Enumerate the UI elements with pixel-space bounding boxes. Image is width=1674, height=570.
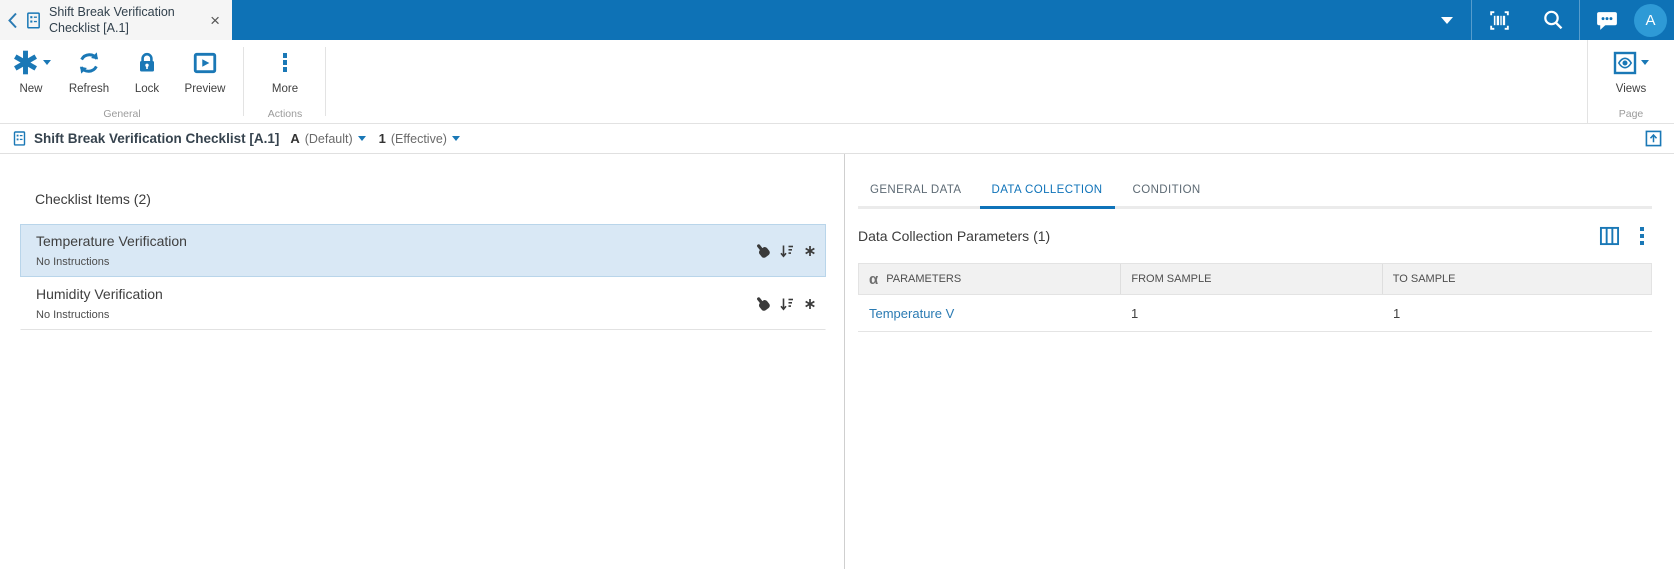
checklist-items-list: Temperature Verification No Instructions xyxy=(20,224,826,330)
collapse-panel-icon[interactable] xyxy=(1645,130,1662,147)
top-bar-actions: A xyxy=(1423,0,1674,40)
top-bar: Shift Break Verification Checklist [A.1]… xyxy=(0,0,1674,40)
back-icon[interactable] xyxy=(7,12,18,29)
lock-button[interactable]: Lock xyxy=(118,47,176,97)
chevron-down-icon xyxy=(42,60,51,65)
toolbar-spacer xyxy=(326,40,1587,123)
chevron-down-icon xyxy=(451,136,460,141)
to-sample-value: 1 xyxy=(1393,305,1401,321)
close-tab-icon[interactable]: × xyxy=(210,10,220,30)
revision-dropdown[interactable]: 1 (Effective) xyxy=(379,131,460,146)
checklist-items-panel: Checklist Items (2) Temperature Verifica… xyxy=(0,154,845,569)
checklist-document-icon xyxy=(25,11,42,30)
item-actions xyxy=(754,296,816,312)
manual-hand-icon[interactable] xyxy=(754,296,770,312)
checklist-document-icon xyxy=(12,130,27,147)
item-subtitle: No Instructions xyxy=(36,256,110,268)
list-item-temperature-verification[interactable]: Temperature Verification No Instructions xyxy=(20,224,826,277)
item-actions xyxy=(754,243,816,259)
toolbar-group-general: New Refresh Lock xyxy=(0,40,244,123)
item-title: Humidity Verification xyxy=(36,286,163,302)
asterisk-icon[interactable] xyxy=(804,298,816,310)
sort-order-icon[interactable] xyxy=(779,296,795,312)
lock-icon xyxy=(135,49,159,76)
table-row[interactable]: Temperature V 1 1 xyxy=(858,295,1652,332)
list-item-humidity-verification[interactable]: Humidity Verification No Instructions xyxy=(20,277,826,330)
table-actions xyxy=(1599,226,1652,246)
revision-number: 1 xyxy=(378,131,386,146)
search-icon[interactable] xyxy=(1527,8,1579,32)
divider xyxy=(1579,0,1580,40)
revision-state: (Effective) xyxy=(390,131,447,146)
version-state: (Default) xyxy=(304,131,353,146)
eye-views-icon xyxy=(1613,51,1637,75)
column-header-to-sample[interactable]: TO SAMPLE xyxy=(1381,264,1651,294)
group-label-general: General xyxy=(103,108,141,120)
column-header-from-sample[interactable]: FROM SAMPLE xyxy=(1120,264,1381,294)
section-header: Data Collection Parameters (1) xyxy=(858,226,1652,246)
from-sample-value: 1 xyxy=(1131,305,1139,321)
detail-tabs: GENERAL DATA DATA COLLECTION CONDITION xyxy=(858,184,1652,209)
toolbar-group-actions: More Actions xyxy=(244,40,326,123)
item-subtitle: No Instructions xyxy=(36,309,110,321)
entity-title: Shift Break Verification Checklist [A.1] xyxy=(34,131,280,146)
main-content: Checklist Items (2) Temperature Verifica… xyxy=(0,154,1674,569)
sort-order-icon[interactable] xyxy=(779,243,795,259)
group-label-page: Page xyxy=(1618,108,1644,120)
tab-general-data[interactable]: GENERAL DATA xyxy=(870,184,962,196)
columns-icon[interactable] xyxy=(1599,226,1620,246)
asterisk-icon[interactable] xyxy=(804,245,816,257)
toolbar-group-page: Views Page xyxy=(1587,40,1674,123)
tab-condition[interactable]: CONDITION xyxy=(1132,184,1201,196)
tab-data-collection[interactable]: DATA COLLECTION xyxy=(979,184,1115,209)
version-dropdown[interactable]: A (Default) xyxy=(290,131,366,146)
avatar[interactable]: A xyxy=(1634,3,1667,37)
divider xyxy=(1471,0,1472,40)
chevron-down-icon xyxy=(357,136,366,141)
column-header-parameters[interactable]: α PARAMETERS xyxy=(869,270,962,288)
section-title: Data Collection Parameters (1) xyxy=(858,228,1051,244)
asterisk-icon xyxy=(12,49,39,76)
entity-header-bar: Shift Break Verification Checklist [A.1]… xyxy=(0,124,1674,154)
kebab-menu-icon[interactable] xyxy=(1640,227,1644,245)
chevron-down-icon[interactable] xyxy=(1423,16,1471,24)
refresh-button[interactable]: Refresh xyxy=(60,47,118,97)
ribbon-toolbar: New Refresh Lock xyxy=(0,40,1674,124)
item-title: Temperature Verification xyxy=(36,233,187,249)
parameter-link[interactable]: Temperature V xyxy=(869,305,955,321)
tab-title: Shift Break Verification Checklist [A.1] xyxy=(49,4,175,35)
views-button[interactable]: Views xyxy=(1602,47,1660,97)
version-letter: A xyxy=(290,131,300,146)
document-tab[interactable]: Shift Break Verification Checklist [A.1]… xyxy=(0,0,232,40)
chevron-down-icon xyxy=(1641,60,1649,65)
preview-play-icon xyxy=(192,49,218,76)
refresh-icon xyxy=(76,49,102,76)
preview-button[interactable]: Preview xyxy=(176,47,234,97)
item-details-panel: GENERAL DATA DATA COLLECTION CONDITION D… xyxy=(845,154,1674,569)
manual-hand-icon[interactable] xyxy=(754,243,770,259)
checklist-items-header: Checklist Items (2) xyxy=(35,191,151,207)
barcode-scan-icon[interactable] xyxy=(1472,8,1527,33)
new-button[interactable]: New xyxy=(2,47,60,97)
kebab-menu-icon xyxy=(282,49,288,76)
group-label-actions: Actions xyxy=(267,108,303,120)
chat-icon[interactable] xyxy=(1580,8,1620,33)
table-header: α PARAMETERS FROM SAMPLE TO SAMPLE xyxy=(858,263,1652,295)
parameters-table: α PARAMETERS FROM SAMPLE TO SAMPLE Tempe… xyxy=(858,263,1652,332)
more-button[interactable]: More xyxy=(256,47,314,97)
alpha-sort-icon: α xyxy=(869,270,879,288)
